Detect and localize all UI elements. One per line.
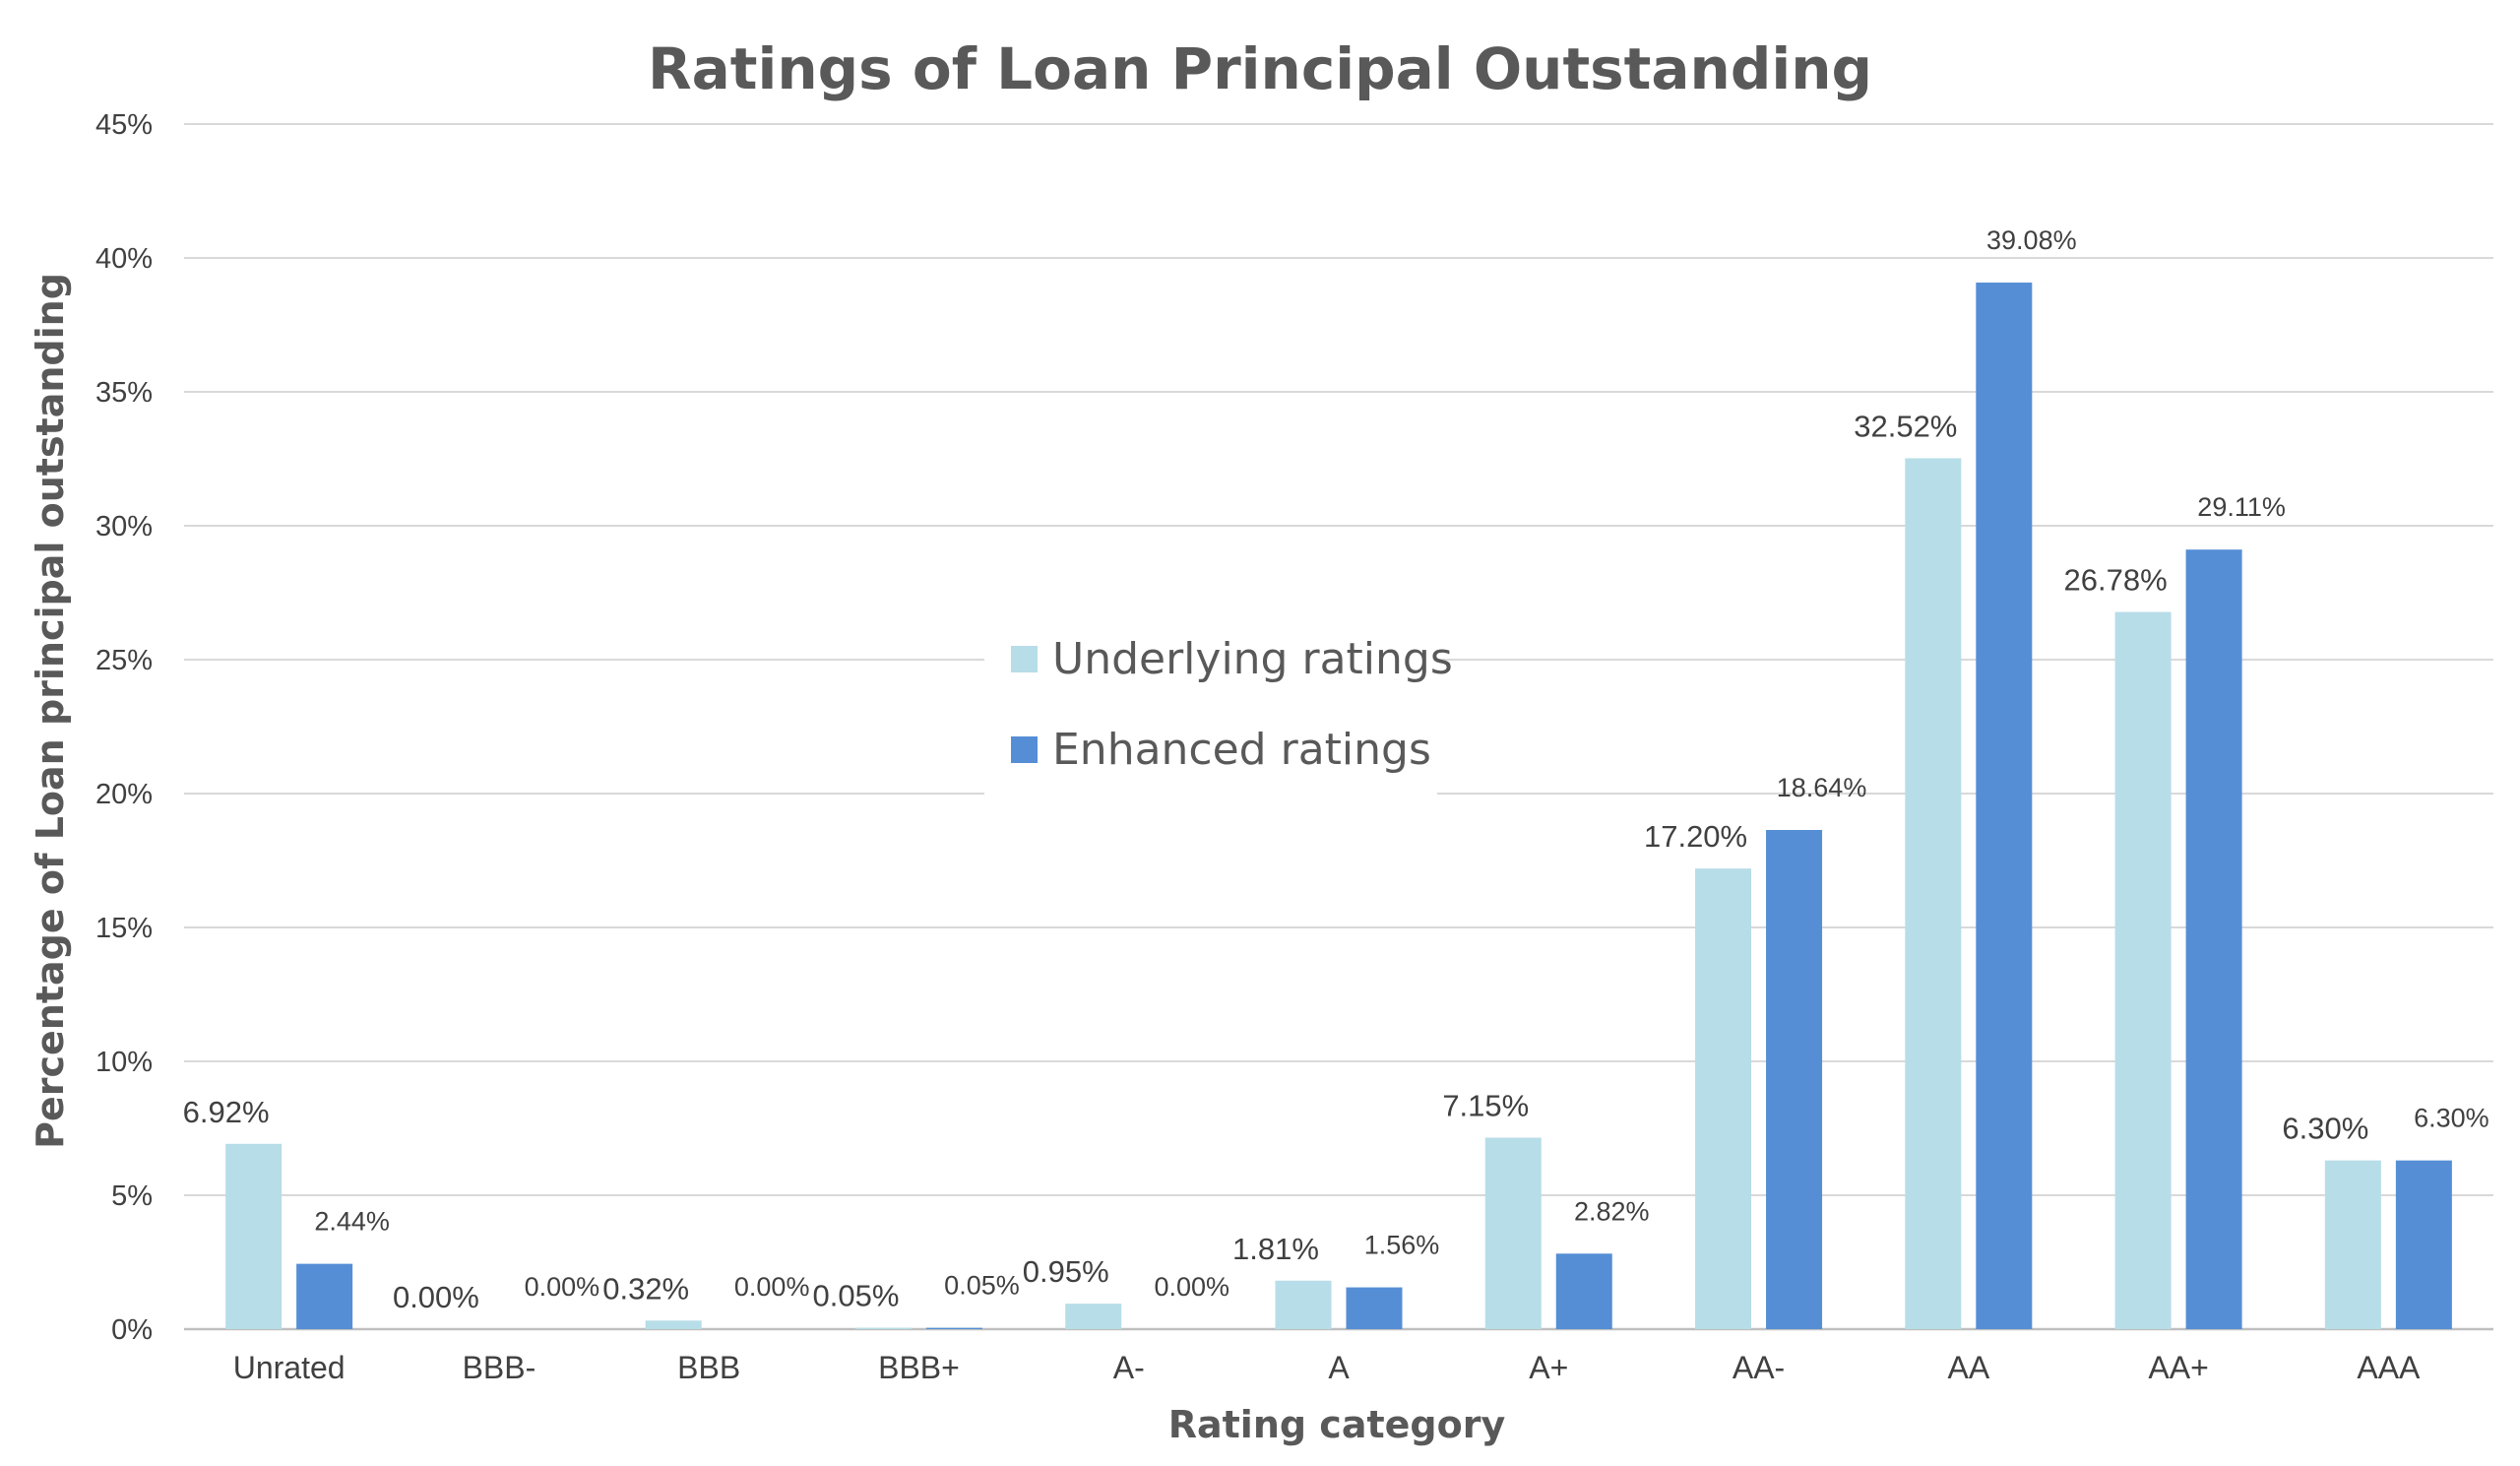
y-tick-label: 45% [95,109,153,141]
bar-enhanced [2395,1160,2452,1329]
data-label-underlying: 0.00% [393,1280,479,1314]
bar-enhanced [925,1327,982,1329]
bar-underlying [1065,1304,1122,1329]
data-label-underlying: 26.78% [2064,563,2168,598]
data-label-underlying: 0.32% [602,1271,689,1306]
data-labels: 6.92%2.44%0.00% 0.00% 0.32% 0.00% 0.05% 0.05%… [183,225,2489,1314]
y-axis-ticks: 0% 5% 10% 15% 20% 25% 30% 35% 40% 45% [95,109,153,1346]
y-tick-label: 40% [95,243,153,275]
legend-swatch-underlying [1011,646,1038,672]
data-label-underlying: 7.15% [1442,1089,1529,1123]
data-label-underlying: 32.52% [1854,409,1957,443]
data-label-enhanced: 0.00% [734,1272,810,1302]
bar-underlying [225,1143,283,1329]
x-tick-label: AA- [1732,1350,1785,1385]
x-tick-label: A [1328,1350,1350,1385]
bar-underlying [1275,1280,1332,1329]
data-label-enhanced: 18.64% [1777,773,1867,802]
bar-underlying [1695,868,1752,1329]
bar-underlying [854,1327,912,1329]
data-label-underlying: 0.05% [813,1279,900,1313]
x-tick-label: BBB- [463,1350,536,1385]
bar-enhanced [1346,1287,1403,1329]
x-tick-label: AA+ [2148,1350,2208,1385]
x-tick-label: Unrated [233,1350,346,1385]
x-tick-label: AAA [2357,1350,2421,1385]
bar-underlying [1484,1137,1542,1329]
x-axis-title: Rating category [1168,1403,1506,1446]
legend: Underlying ratings Enhanced ratings [984,612,1453,805]
legend-label-enhanced: Enhanced ratings [1052,725,1431,775]
data-label-underlying: 6.92% [183,1095,270,1129]
bar-enhanced [296,1263,353,1329]
data-label-underlying: 1.81% [1232,1232,1319,1266]
data-label-enhanced: 6.30% [2414,1104,2489,1133]
data-label-enhanced: 1.56% [1364,1231,1440,1260]
data-label-enhanced: 29.11% [2197,492,2286,522]
x-tick-label: A+ [1529,1350,1568,1385]
y-tick-label: 5% [111,1180,153,1212]
data-label-underlying: 0.95% [1023,1254,1109,1289]
data-label-enhanced: 2.44% [314,1207,390,1237]
y-tick-label: 30% [95,511,153,542]
data-label-enhanced: 2.82% [1574,1196,1650,1226]
legend-swatch-enhanced [1011,736,1038,763]
bar-underlying [2114,611,2172,1329]
data-label-underlying: 17.20% [1644,819,1747,854]
legend-label-underlying: Underlying ratings [1052,634,1453,684]
y-tick-label: 10% [95,1047,153,1078]
x-tick-label: BBB+ [878,1350,960,1385]
y-tick-label: 20% [95,779,153,810]
y-tick-label: 0% [111,1314,153,1346]
bar-enhanced [1766,829,1823,1329]
data-label-underlying: 6.30% [2282,1112,2368,1146]
legend-background [984,612,1437,805]
data-label-enhanced: 0.00% [1154,1272,1229,1302]
y-tick-label: 25% [95,645,153,676]
bar-enhanced [1976,283,2033,1330]
y-tick-label: 15% [95,913,153,944]
x-tick-label: A- [1113,1350,1145,1385]
data-label-enhanced: 0.05% [944,1271,1020,1301]
x-axis-ticks: Unrated BBB- BBB BBB+ A- A A+ AA- AA AA+ AAA [233,1350,2421,1385]
chart-title: Ratings of Loan Principal Outstanding [648,35,1872,102]
x-tick-label: BBB [677,1350,740,1385]
bar-underlying [645,1320,702,1329]
bars [225,283,2452,1330]
bar-underlying [1905,458,1962,1329]
data-label-enhanced: 0.00% [525,1272,600,1302]
data-label-enhanced: 39.08% [1986,225,2077,255]
y-tick-label: 35% [95,377,153,409]
bar-underlying [2324,1160,2381,1329]
x-tick-label: AA [1947,1350,1989,1385]
y-axis-title: Percentage of Loan principal outstanding [29,273,72,1149]
bar-enhanced [2185,549,2242,1329]
bar-enhanced [1555,1253,1612,1329]
